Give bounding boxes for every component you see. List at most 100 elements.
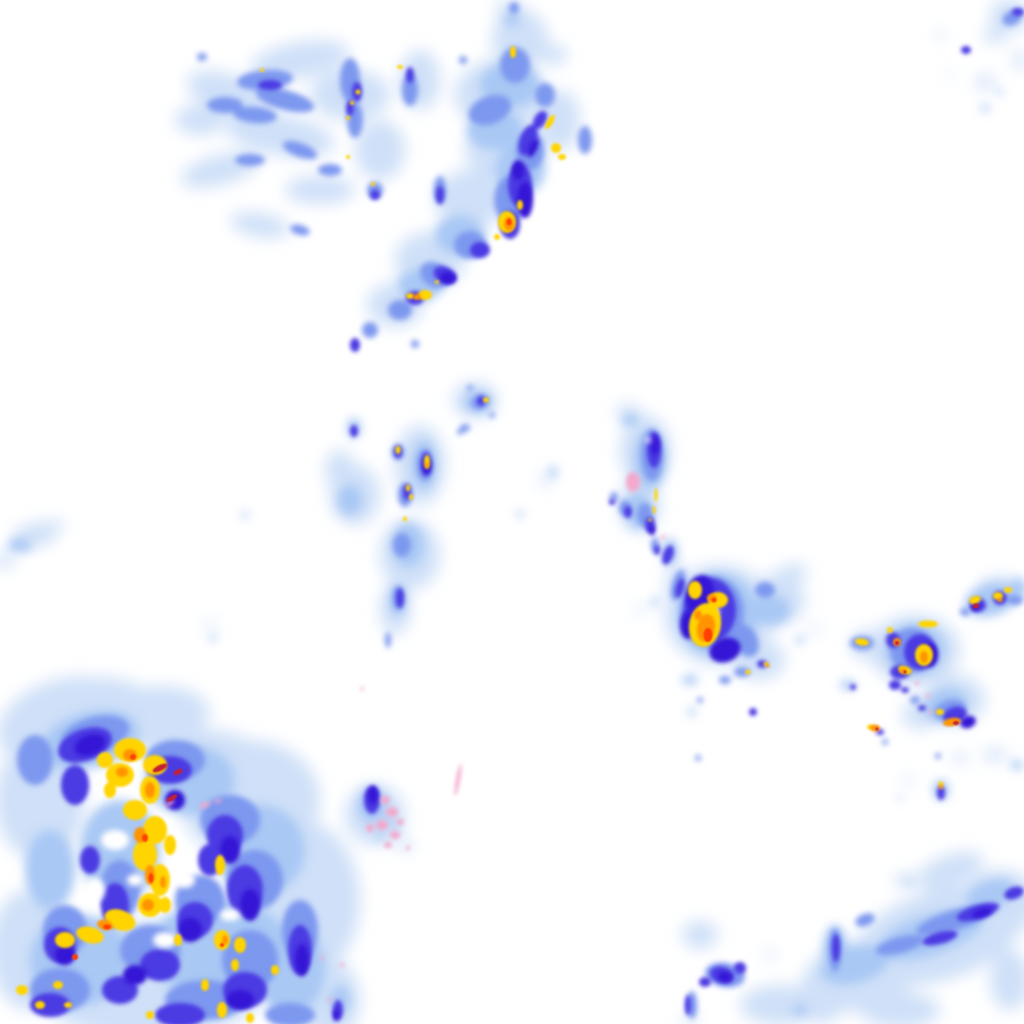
precip-blob bbox=[709, 637, 741, 663]
precip-blob bbox=[983, 749, 1007, 761]
precip-blob bbox=[215, 855, 225, 875]
precip-blob bbox=[855, 638, 869, 646]
precip-blob bbox=[975, 75, 995, 89]
precip-blob bbox=[101, 830, 129, 850]
precip-blob bbox=[178, 918, 202, 942]
precip-blob bbox=[390, 831, 400, 839]
precip-blob bbox=[654, 488, 658, 502]
precip-blob bbox=[719, 676, 731, 684]
precip-blob bbox=[173, 768, 183, 776]
precip-blob bbox=[983, 27, 1007, 43]
precip-blob bbox=[395, 446, 401, 454]
precip-blob bbox=[55, 945, 75, 965]
precip-blob bbox=[870, 724, 880, 732]
precip-blob bbox=[558, 154, 566, 160]
precip-blob bbox=[35, 1001, 45, 1009]
precip-blob bbox=[635, 606, 645, 614]
precip-blob bbox=[220, 909, 240, 921]
precip-blob bbox=[350, 425, 358, 437]
precip-blob bbox=[477, 396, 485, 406]
precip-blob bbox=[688, 581, 702, 599]
precip-blob bbox=[16, 985, 28, 995]
precip-blob bbox=[55, 932, 75, 948]
precip-blob bbox=[792, 1005, 808, 1015]
precip-blob bbox=[207, 97, 243, 113]
precip-blob bbox=[165, 799, 175, 807]
precip-blob bbox=[510, 46, 516, 58]
precip-blob bbox=[123, 965, 147, 985]
precip-blob bbox=[626, 472, 640, 492]
precip-blob bbox=[1011, 760, 1023, 770]
precip-blob bbox=[893, 874, 917, 886]
precip-blob bbox=[175, 105, 225, 135]
precip-blob bbox=[539, 474, 551, 486]
precip-blob bbox=[440, 272, 456, 284]
precip-blob bbox=[425, 462, 429, 468]
precip-blob bbox=[355, 120, 405, 180]
precip-blob bbox=[246, 1013, 254, 1023]
precip-blob bbox=[887, 627, 893, 633]
precip-blob bbox=[123, 800, 147, 820]
precip-blob bbox=[333, 1009, 339, 1021]
precip-blob bbox=[875, 934, 925, 956]
precip-blob bbox=[765, 950, 775, 960]
precip-blob bbox=[152, 763, 168, 773]
precip-blob bbox=[45, 520, 65, 530]
precip-blob bbox=[734, 667, 750, 677]
precip-blob bbox=[376, 820, 388, 830]
precip-blob bbox=[166, 794, 178, 802]
precip-blob bbox=[960, 715, 976, 729]
precip-blob bbox=[233, 106, 277, 124]
precip-blob bbox=[320, 956, 324, 960]
precip-blob bbox=[142, 834, 148, 842]
precip-blob bbox=[204, 621, 216, 629]
precip-blob bbox=[652, 506, 656, 514]
precip-blob bbox=[910, 696, 920, 704]
precip-blob bbox=[545, 114, 555, 130]
precip-blob bbox=[549, 466, 557, 478]
precip-blob bbox=[993, 592, 1003, 600]
precip-blob bbox=[936, 709, 944, 715]
precip-blob bbox=[703, 628, 713, 642]
precip-blob bbox=[17, 735, 53, 785]
precip-blob bbox=[234, 937, 246, 953]
precip-blob bbox=[388, 300, 412, 320]
precip-blob bbox=[935, 753, 941, 759]
precip-blob bbox=[535, 83, 555, 107]
precip-blob bbox=[375, 831, 385, 839]
precip-blob bbox=[271, 965, 279, 975]
precip-blob bbox=[699, 977, 711, 987]
precip-blob bbox=[517, 200, 523, 210]
precip-blob bbox=[355, 89, 361, 95]
precip-blob bbox=[938, 781, 944, 787]
precip-blob bbox=[922, 930, 958, 946]
precip-blob bbox=[328, 998, 332, 1002]
precip-blob bbox=[418, 290, 432, 300]
precip-blob bbox=[350, 101, 354, 105]
precip-blob bbox=[517, 182, 533, 218]
precip-blob bbox=[920, 651, 928, 663]
precip-blob bbox=[406, 67, 414, 83]
precip-blob bbox=[76, 926, 104, 944]
precip-blob bbox=[362, 322, 378, 338]
precip-blob bbox=[155, 1003, 205, 1024]
precip-blob bbox=[384, 842, 392, 848]
precip-blob bbox=[918, 705, 926, 711]
precip-blob bbox=[504, 14, 520, 26]
precip-blob bbox=[366, 824, 374, 832]
precip-blob bbox=[651, 435, 659, 455]
precip-layer-red bbox=[72, 218, 717, 960]
precip-blob bbox=[661, 535, 665, 539]
precip-blob bbox=[645, 437, 651, 443]
precip-blob bbox=[380, 796, 390, 804]
precip-blob bbox=[500, 47, 530, 83]
precip-blob bbox=[918, 620, 938, 628]
precip-blob bbox=[609, 499, 615, 505]
precip-blob bbox=[489, 412, 495, 418]
precip-blob bbox=[250, 40, 350, 80]
precip-blob bbox=[325, 450, 355, 490]
precip-blob bbox=[74, 734, 106, 756]
precip-blob bbox=[150, 864, 170, 896]
precip-blob bbox=[368, 786, 378, 804]
precip-blob bbox=[972, 908, 992, 918]
